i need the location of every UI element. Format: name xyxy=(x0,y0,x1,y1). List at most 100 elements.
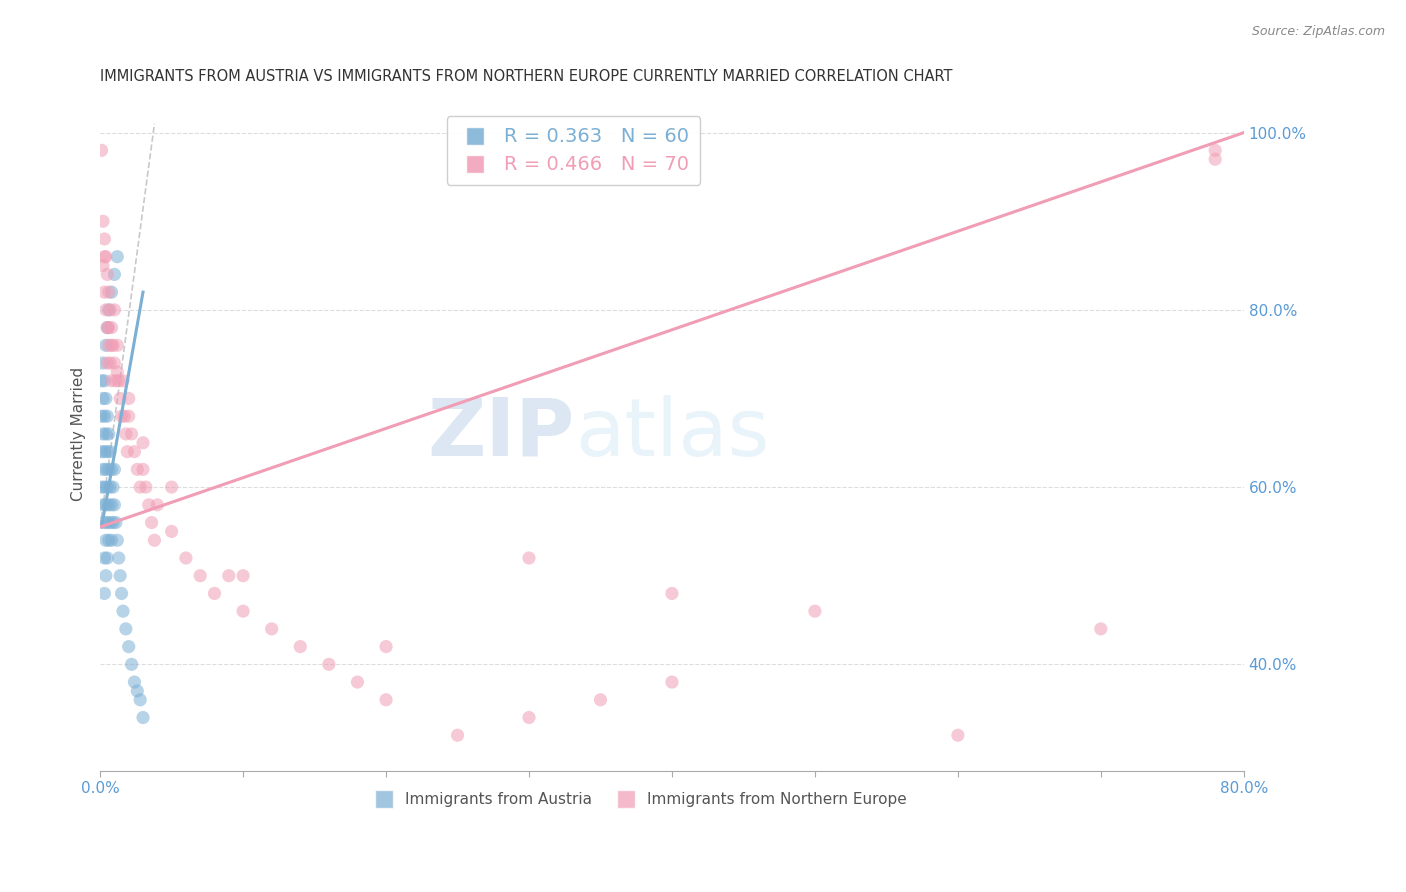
Point xyxy=(97,285,120,300)
Point xyxy=(90,374,112,388)
Point xyxy=(97,338,120,352)
Point xyxy=(111,374,134,388)
Point xyxy=(94,250,117,264)
Point xyxy=(318,657,340,672)
Point xyxy=(589,693,612,707)
Point xyxy=(96,516,118,530)
Point xyxy=(260,622,283,636)
Point xyxy=(93,250,115,264)
Point xyxy=(94,462,117,476)
Point xyxy=(93,551,115,566)
Point xyxy=(132,462,155,476)
Point xyxy=(94,302,117,317)
Point xyxy=(100,320,122,334)
Point xyxy=(104,374,127,388)
Point xyxy=(517,710,540,724)
Point xyxy=(100,533,122,548)
Point xyxy=(96,356,118,370)
Point xyxy=(138,498,160,512)
Point xyxy=(97,426,120,441)
Y-axis label: Currently Married: Currently Married xyxy=(72,367,86,501)
Point xyxy=(160,480,183,494)
Point xyxy=(218,568,240,582)
Point xyxy=(1204,152,1226,166)
Point xyxy=(97,498,120,512)
Point xyxy=(117,444,139,458)
Text: Source: ZipAtlas.com: Source: ZipAtlas.com xyxy=(1251,25,1385,38)
Point xyxy=(97,320,120,334)
Point xyxy=(100,498,122,512)
Point xyxy=(127,684,149,698)
Point xyxy=(91,426,114,441)
Point xyxy=(114,409,136,424)
Point xyxy=(1204,144,1226,158)
Point xyxy=(91,462,114,476)
Point xyxy=(129,480,152,494)
Point xyxy=(105,338,128,352)
Point xyxy=(97,302,120,317)
Point xyxy=(174,551,197,566)
Point xyxy=(93,586,115,600)
Point xyxy=(91,392,114,406)
Point xyxy=(135,480,157,494)
Point xyxy=(93,409,115,424)
Point xyxy=(188,568,211,582)
Text: ZIP: ZIP xyxy=(427,395,575,473)
Point xyxy=(93,285,115,300)
Point xyxy=(100,374,122,388)
Point xyxy=(91,356,114,370)
Point xyxy=(96,444,118,458)
Point xyxy=(105,533,128,548)
Point xyxy=(107,551,129,566)
Point xyxy=(346,675,368,690)
Point xyxy=(118,640,141,654)
Point xyxy=(141,516,163,530)
Point xyxy=(93,232,115,246)
Point xyxy=(232,604,254,618)
Point xyxy=(204,586,226,600)
Point xyxy=(160,524,183,539)
Point xyxy=(132,710,155,724)
Point xyxy=(110,586,132,600)
Point xyxy=(93,516,115,530)
Point xyxy=(110,409,132,424)
Point xyxy=(105,250,128,264)
Point xyxy=(375,640,398,654)
Point xyxy=(103,498,125,512)
Point xyxy=(93,444,115,458)
Text: atlas: atlas xyxy=(575,395,769,473)
Point xyxy=(91,498,114,512)
Point xyxy=(93,480,115,494)
Point xyxy=(96,268,118,282)
Point xyxy=(121,426,143,441)
Point xyxy=(115,622,138,636)
Point xyxy=(146,498,169,512)
Point xyxy=(108,392,131,406)
Point xyxy=(143,533,166,548)
Point xyxy=(103,356,125,370)
Point xyxy=(111,604,134,618)
Point xyxy=(127,462,149,476)
Point xyxy=(98,480,121,494)
Point xyxy=(100,285,122,300)
Point xyxy=(96,551,118,566)
Point xyxy=(101,516,124,530)
Point xyxy=(91,259,114,273)
Point xyxy=(101,338,124,352)
Point xyxy=(446,728,468,742)
Point xyxy=(232,568,254,582)
Point xyxy=(94,568,117,582)
Point xyxy=(94,498,117,512)
Text: IMMIGRANTS FROM AUSTRIA VS IMMIGRANTS FROM NORTHERN EUROPE CURRENTLY MARRIED COR: IMMIGRANTS FROM AUSTRIA VS IMMIGRANTS FR… xyxy=(100,69,953,84)
Point xyxy=(946,728,969,742)
Point xyxy=(94,426,117,441)
Point xyxy=(132,435,155,450)
Point xyxy=(98,302,121,317)
Point xyxy=(100,462,122,476)
Point xyxy=(804,604,827,618)
Point xyxy=(661,675,683,690)
Point xyxy=(96,409,118,424)
Point xyxy=(98,356,121,370)
Point xyxy=(124,444,146,458)
Point xyxy=(90,144,112,158)
